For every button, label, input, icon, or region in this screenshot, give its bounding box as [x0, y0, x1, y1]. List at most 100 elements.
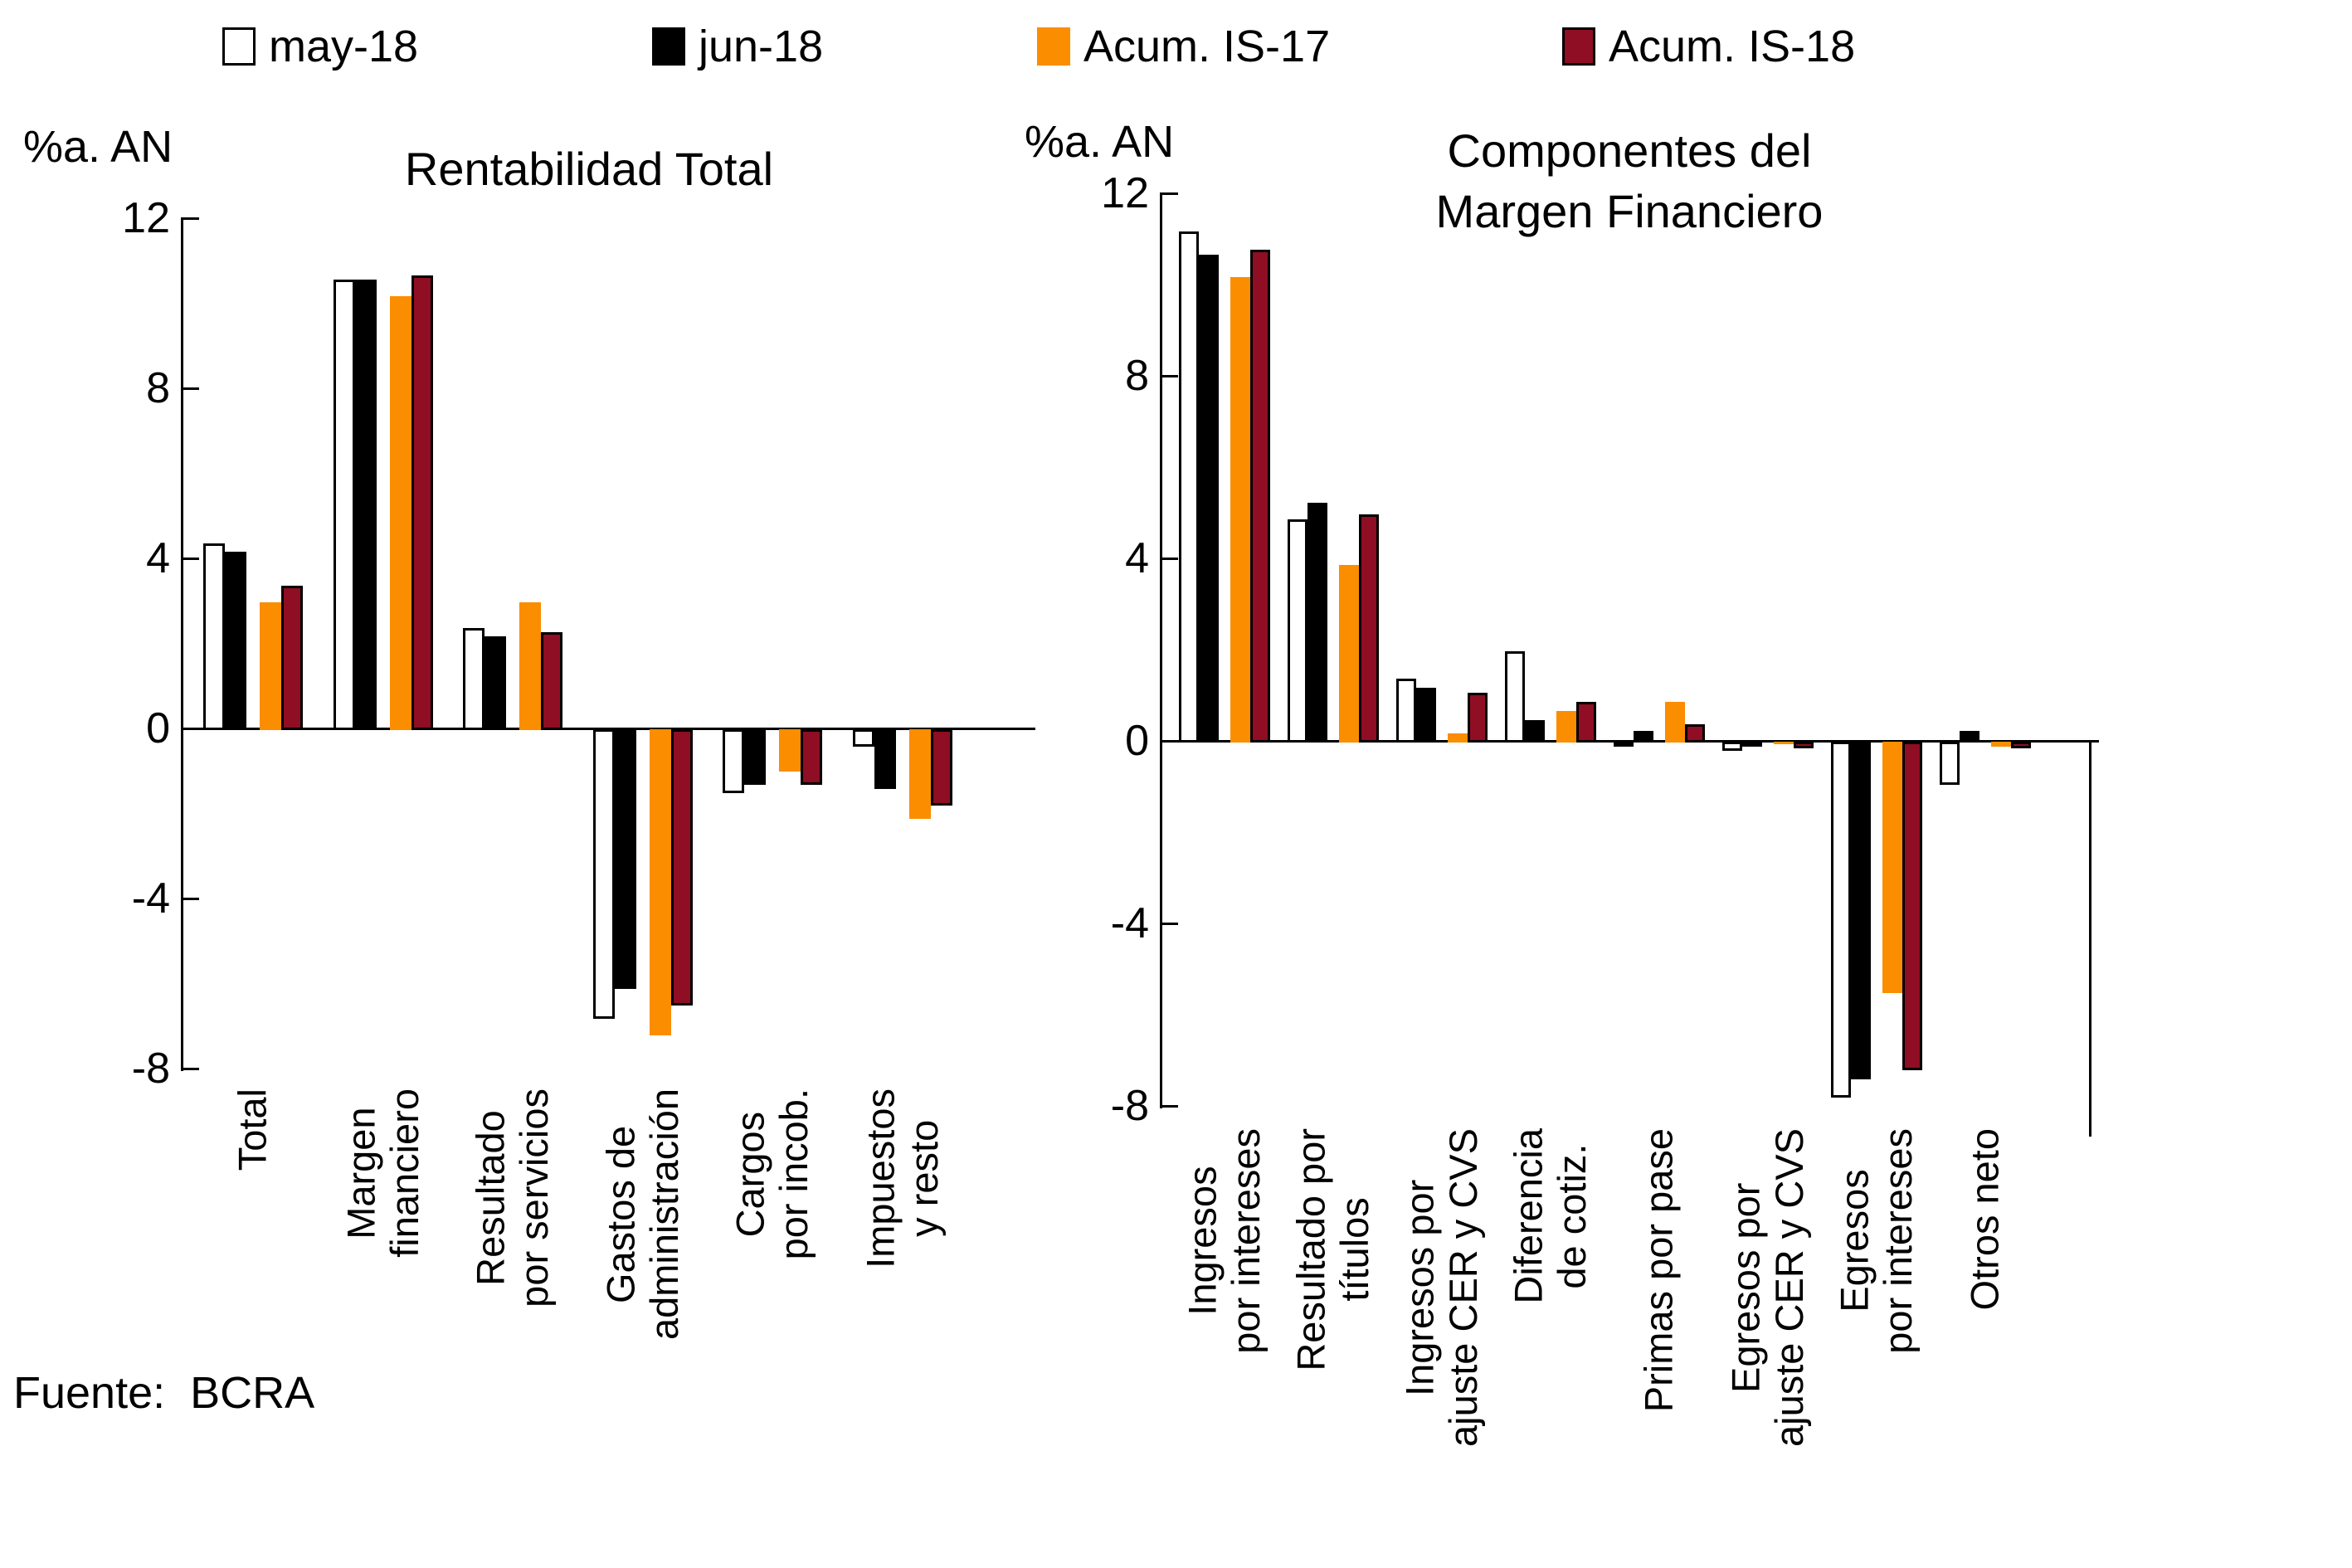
chart-componentes-margen-bar-Acum. IS-17: [1339, 564, 1359, 743]
chart-componentes-margen-y-tick-label: 12: [1101, 169, 1149, 217]
legend-swatch-acum-is-17: [1037, 27, 1070, 66]
chart-rentabilidad-total-category-label: Cargos por incob.: [728, 1088, 816, 1260]
chart-rentabilidad-total-category-label: Margen financiero: [338, 1088, 426, 1258]
chart-rentabilidad-total-bar-jun-18: [354, 279, 377, 730]
chart-componentes-margen-bar-Acum. IS-17: [1774, 742, 1794, 744]
chart-componentes-margen-bar-jun-18: [1307, 503, 1327, 743]
legend-label: Acum. IS-17: [1083, 22, 1331, 71]
chart-rentabilidad-total-bar-may-18: [852, 729, 874, 747]
chart-rentabilidad-total-y-tick-label: 0: [146, 704, 170, 752]
chart-componentes-margen-category-label: Primas por pase: [1636, 1128, 1681, 1413]
chart-componentes-margen-bar-Acum. IS-17: [1882, 742, 1902, 993]
chart-rentabilidad-total-bar-may-18: [333, 279, 355, 730]
chart-componentes-margen-bar-Acum. IS-17: [1991, 742, 2011, 747]
chart-componentes-margen-bar-Acum. IS-18: [1794, 742, 1814, 749]
chart-rentabilidad-total-bar-jun-18: [744, 729, 766, 785]
chart-rentabilidad-total-bar-Acum. IS-18: [281, 585, 303, 730]
chart-rentabilidad-total-bar-may-18: [592, 729, 615, 1019]
chart-rentabilidad-total-bar-Acum. IS-18: [411, 275, 433, 730]
chart-rentabilidad-total-bar-Acum. IS-17: [260, 602, 281, 730]
chart-rentabilidad-total-y-tick: [181, 217, 199, 220]
chart-componentes-margen-bar-may-18: [1288, 519, 1307, 743]
chart-componentes-margen-y-tick-label: 0: [1125, 717, 1149, 765]
chart-componentes-margen-category-label: Egresos por intereses: [1832, 1128, 1920, 1354]
chart-componentes-margen-bar-jun-18: [1525, 719, 1545, 743]
chart-rentabilidad-total-bar-Acum. IS-17: [908, 729, 931, 819]
chart-componentes-margen-bar-Acum. IS-18: [1250, 250, 1270, 743]
chart-rentabilidad-total-bar-Acum. IS-17: [779, 729, 801, 772]
chart-componentes-margen-bar-may-18: [1831, 742, 1851, 1098]
legend-label: Acum. IS-18: [1609, 22, 1856, 71]
chart-rentabilidad-total-y-tick-label: 8: [146, 364, 170, 412]
chart-componentes-margen-bar-may-18: [1179, 231, 1199, 743]
chart-rentabilidad-total-bar-may-18: [203, 543, 225, 730]
chart-componentes-margen-bar-may-18: [1614, 742, 1634, 747]
chart-componentes-margen-y-tick: [1160, 558, 1178, 560]
source-note: Fuente: BCRA: [13, 1368, 315, 1418]
chart-rentabilidad-total-bar-Acum. IS-17: [519, 602, 541, 730]
chart-rentabilidad-total-y-tick: [181, 387, 199, 390]
right-y-axis-unit-label: %a. AN: [1025, 117, 1175, 167]
chart-rentabilidad-total-y-tick-label: -4: [131, 874, 170, 923]
chart-rentabilidad-total-category-label: Resultado por servicios: [468, 1088, 556, 1307]
chart-componentes-margen-bar-Acum. IS-17: [1556, 710, 1576, 743]
chart-componentes-margen-bar-Acum. IS-18: [2011, 742, 2031, 749]
left-chart-title: Rentabilidad Total: [404, 143, 774, 195]
chart-componentes-margen-category-label: Egresos por ajuste CER y CVS: [1723, 1128, 1811, 1447]
chart-componentes-margen-y-tick-label: 8: [1125, 352, 1149, 400]
chart-componentes-margen-y-tick: [1160, 1105, 1178, 1108]
chart-componentes-margen-y-axis-line: [1160, 193, 1162, 1108]
chart-rentabilidad-total-category-label: Gastos de administración: [597, 1088, 686, 1341]
chart-componentes-margen-category-label: Diferencia de cotiz.: [1506, 1128, 1594, 1304]
chart-componentes-margen-y-tick-label: -4: [1110, 899, 1149, 947]
chart-rentabilidad-total-bar-jun-18: [485, 636, 506, 730]
chart-rentabilidad-total-y-tick: [181, 898, 199, 900]
chart-rentabilidad-total-y-tick: [181, 558, 199, 560]
chart-rentabilidad-total-y-tick-label: 12: [122, 194, 170, 242]
chart-componentes-margen-y-tick: [1160, 192, 1178, 195]
chart-componentes-margen-bar-Acum. IS-17: [1665, 701, 1685, 743]
chart-rentabilidad-total-y-tick-label: -8: [131, 1045, 170, 1093]
chart-rentabilidad-total-y-tick: [181, 728, 199, 730]
legend-item-may-18: may-18: [222, 22, 419, 71]
legend-swatch-jun-18: [652, 27, 685, 66]
chart-componentes-margen-bar-jun-18: [1742, 742, 1762, 747]
chart-componentes-margen-bar-may-18: [1940, 742, 1960, 786]
chart-rentabilidad-total-bar-Acum. IS-17: [649, 729, 671, 1035]
chart-rentabilidad-total-category-label: Total: [230, 1088, 275, 1171]
chart-componentes-margen-bar-may-18: [1505, 651, 1525, 743]
chart-componentes-margen-y-tick-label: 4: [1125, 534, 1149, 582]
right-chart-title: Componentes del Margen Financiero: [1435, 124, 1824, 237]
chart-componentes-margen-bar-jun-18: [1416, 688, 1436, 743]
chart-rentabilidad-total-y-tick: [181, 1068, 199, 1070]
legend-item-acum-is-18: Acum. IS-18: [1562, 22, 1856, 71]
chart-rentabilidad-total-bar-Acum. IS-18: [930, 729, 952, 806]
chart-componentes-margen-bar-jun-18: [1634, 731, 1653, 743]
chart-componentes-margen-bar-Acum. IS-18: [1359, 514, 1379, 743]
chart-componentes-margen-y-tick-label: -8: [1110, 1082, 1149, 1130]
chart-componentes-margen-bar-may-18: [1396, 679, 1416, 743]
chart-componentes-margen-bar-jun-18: [1199, 254, 1219, 743]
chart-rentabilidad-total-category-label: Impuestos y resto: [857, 1088, 946, 1269]
chart-rentabilidad-total-bar-Acum. IS-18: [541, 632, 562, 730]
chart-componentes-margen-bar-jun-18: [1960, 731, 1979, 743]
chart-rentabilidad-total-zero-line: [181, 728, 1035, 730]
chart-rentabilidad-total-bar-Acum. IS-18: [801, 729, 822, 785]
chart-componentes-margen-bar-may-18: [1722, 742, 1742, 751]
chart-rentabilidad-total-bar-Acum. IS-17: [389, 296, 411, 730]
legend-item-jun-18: jun-18: [652, 22, 824, 71]
legend-label: jun-18: [699, 22, 824, 71]
chart-componentes-margen-y-tick: [1160, 375, 1178, 377]
chart-componentes-margen-category-label: Ingresos por intereses: [1180, 1128, 1268, 1354]
chart-componentes-margen-category-label: Resultado por títulos: [1288, 1128, 1376, 1371]
legend-label: may-18: [269, 22, 419, 71]
chart-componentes-margen-y-tick: [1160, 923, 1178, 925]
chart-componentes-margen-category-label: Otros neto: [1962, 1128, 2007, 1311]
chart-rentabilidad-total-y-axis-line: [181, 218, 183, 1071]
legend-swatch-may-18: [222, 27, 256, 66]
chart-componentes-margen-bar-Acum. IS-18: [1685, 724, 1705, 743]
left-y-axis-unit-label: %a. AN: [23, 122, 173, 172]
chart-componentes-margen-category-label: Ingresos por ajuste CER y CVS: [1397, 1128, 1485, 1447]
chart-rentabilidad-total-bar-may-18: [463, 628, 485, 730]
